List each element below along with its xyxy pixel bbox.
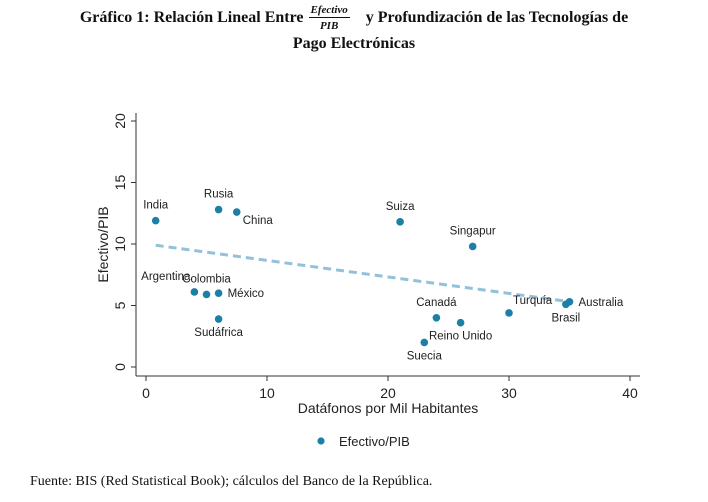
legend-label-efectivo-pib: Efectivo/PIB [339, 434, 410, 449]
point-singapur [468, 242, 477, 251]
point-label-suecia: Suecia [407, 350, 443, 362]
y-tick-label: 15 [112, 175, 128, 191]
point-argentina [190, 288, 199, 296]
point-colombia [202, 290, 211, 299]
point-label-suiza: Suiza [386, 201, 415, 213]
point-label-australia: Australia [579, 297, 624, 309]
point-turquia [505, 309, 513, 317]
point-label-sudafrica: Sudáfrica [194, 327, 243, 339]
chart-title: Gráfico 1: Relación Lineal Entre Efectiv… [0, 4, 708, 54]
x-tick-label: 40 [622, 385, 638, 401]
x-axis-title: Datáfonos por Mil Habitantes [298, 400, 479, 416]
point-china [232, 208, 241, 216]
legend-marker-efectivo-pib [317, 437, 325, 445]
x-tick-label: 0 [142, 385, 150, 401]
legend: Efectivo/PIB [317, 434, 410, 449]
point-label-brasil: Brasil [551, 312, 580, 324]
axes: 0 10 20 30 40 0 5 10 15 20 Datáfonos por Mil Hab… [95, 113, 640, 416]
source-note: Fuente: BIS (Red Statistical Book); cálc… [30, 474, 433, 489]
x-tick-label: 30 [501, 385, 517, 401]
title-suffix: y Profundización de las Tecnologías de [365, 9, 629, 26]
x-tick-label: 20 [380, 385, 396, 401]
y-tick-label: 0 [112, 363, 128, 371]
fraction-denominator: PIB [319, 20, 339, 32]
point-label-mexico: México [228, 288, 264, 300]
point-india [151, 216, 160, 225]
point-australia [565, 298, 574, 306]
point-suecia [420, 338, 429, 347]
point-label-rusia: Rusia [204, 189, 234, 201]
point-label-reino-unido: Reino Unido [429, 331, 492, 343]
x-ticks: 0 10 20 30 40 [142, 376, 638, 401]
title-prefix: Gráfico 1: Relación Lineal Entre [79, 9, 304, 26]
y-tick-label: 20 [112, 113, 128, 129]
point-label-singapur: Singapur [450, 225, 496, 237]
fraction-numerator: Efectivo [308, 4, 350, 18]
point-suiza [396, 218, 404, 226]
title-line2: Pago Electrónicas [292, 35, 416, 52]
y-tick-label: 5 [112, 301, 128, 309]
point-label-colombia: Colombia [182, 273, 231, 285]
point-label-argentina: Argentina [141, 271, 191, 283]
y-tick-label: 10 [112, 236, 128, 252]
point-label-turquia: Turquía [513, 295, 553, 307]
point-label-canada: Canadá [416, 297, 457, 309]
point-canada [432, 314, 441, 322]
point-label-china: China [243, 215, 274, 227]
point-label-india: India [143, 200, 169, 212]
point-reino-unido [456, 318, 465, 327]
point-rusia [214, 205, 223, 214]
point-mexico [214, 289, 223, 298]
y-ticks: 0 5 10 15 20 [112, 113, 136, 371]
x-tick-label: 10 [259, 385, 275, 401]
point-sudafrica [214, 315, 223, 323]
trend-line [155, 243, 567, 303]
title-fraction: Efectivo PIB [308, 4, 350, 32]
y-axis-title: Efectivo/PIB [95, 206, 111, 282]
